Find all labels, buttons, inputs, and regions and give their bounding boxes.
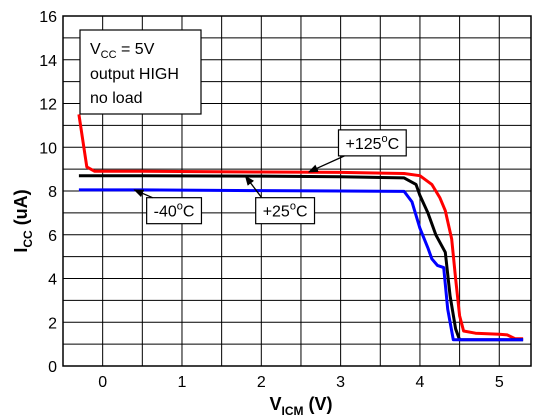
y-tick-label: 16 xyxy=(39,9,57,26)
series-line-125C xyxy=(77,114,524,341)
series-label-arrow xyxy=(133,189,153,199)
series-label: -40oC xyxy=(146,197,203,225)
annotations: +125oC +25oC -40oC xyxy=(133,129,407,225)
y-tick-label: 14 xyxy=(39,53,57,70)
svg-text:-40oC: -40oC xyxy=(154,201,195,221)
series-label-box xyxy=(255,197,316,225)
y-tick-label: 8 xyxy=(48,184,57,201)
series-label-box xyxy=(146,197,203,225)
x-tick-label: 2 xyxy=(257,374,266,391)
svg-text:+125oC: +125oC xyxy=(345,133,399,153)
conditions-line-output: output HIGH xyxy=(90,66,179,83)
y-tick-label: 10 xyxy=(39,140,57,157)
x-tick-label: 1 xyxy=(178,374,187,391)
x-tick-label: 0 xyxy=(98,374,107,391)
conditions-line-vcc: VCC = 5V xyxy=(90,41,155,61)
data-lines xyxy=(77,114,524,342)
x-axis-title: VICM (V) xyxy=(269,394,332,418)
series-label: +25oC xyxy=(255,197,316,225)
series-line-minus40C xyxy=(78,188,524,342)
y-tick-label: 6 xyxy=(48,228,57,245)
plot-frame xyxy=(62,15,532,367)
conditions-box: VCC = 5V output HIGH no load xyxy=(79,29,202,115)
svg-text:+25oC: +25oC xyxy=(263,201,308,221)
x-tick-label: 3 xyxy=(336,374,345,391)
y-tick-label: 2 xyxy=(48,315,57,332)
x-tick-label: 5 xyxy=(495,374,504,391)
series-label-box xyxy=(337,129,407,157)
y-tick-label: 0 xyxy=(48,359,57,376)
y-tick-label: 12 xyxy=(39,97,57,114)
series-label-arrow xyxy=(244,175,263,199)
series-line-25C xyxy=(78,174,524,342)
x-tick-label: 4 xyxy=(415,374,424,391)
conditions-line-load: no load xyxy=(90,90,143,107)
y-axis-title: ICC (uA) xyxy=(11,189,35,252)
series-label: +125oC xyxy=(337,129,407,157)
y-tick-label: 4 xyxy=(48,272,57,289)
series-label-arrow xyxy=(307,155,345,173)
